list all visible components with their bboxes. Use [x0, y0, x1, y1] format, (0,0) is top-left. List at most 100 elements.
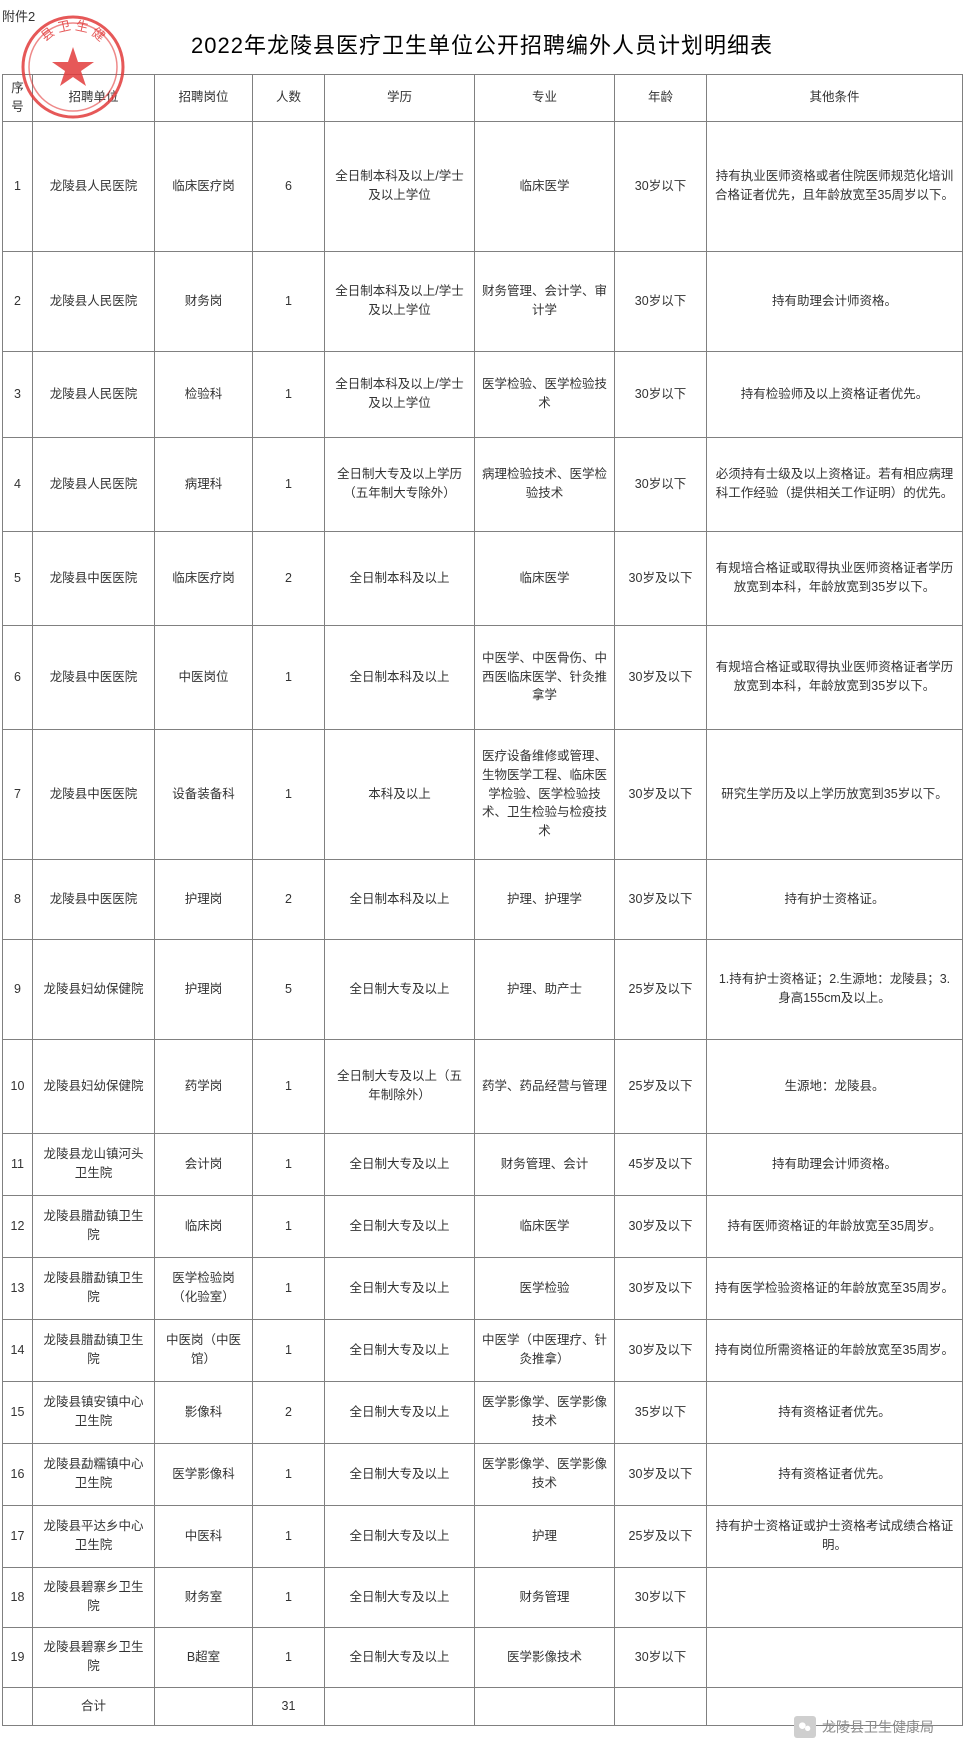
cell-idx: 6 — [3, 625, 33, 729]
cell-unit: 龙陵县人民医院 — [33, 437, 155, 531]
cell-num: 1 — [253, 729, 325, 859]
cell-age: 30岁以下 — [615, 251, 707, 351]
cell-unit: 龙陵县中医医院 — [33, 729, 155, 859]
cell-edu: 全日制大专及以上 — [325, 1505, 475, 1567]
col-header-num: 人数 — [253, 75, 325, 122]
cell-unit: 龙陵县中医医院 — [33, 625, 155, 729]
cell-age: 30岁以下 — [615, 437, 707, 531]
cell-other: 持有检验师及以上资格证者优先。 — [707, 351, 963, 437]
attachment-label: 附件2 — [2, 6, 35, 25]
cell-other: 持有医师资格证的年龄放宽至35周岁。 — [707, 1195, 963, 1257]
table-row: 3龙陵县人民医院检验科1全日制本科及以上/学士及以上学位医学检验、医学检验技术3… — [3, 351, 963, 437]
cell-edu: 全日制大专及以上 — [325, 1133, 475, 1195]
cell-post: 检验科 — [155, 351, 253, 437]
cell-post: 医学影像科 — [155, 1443, 253, 1505]
cell-other: 持有岗位所需资格证的年龄放宽至35周岁。 — [707, 1319, 963, 1381]
cell-edu: 全日制大专及以上 — [325, 1381, 475, 1443]
cell-num: 1 — [253, 1319, 325, 1381]
cell-num: 6 — [253, 121, 325, 251]
cell-edu: 全日制大专及以上（五年制除外） — [325, 1039, 475, 1133]
cell-idx: 15 — [3, 1381, 33, 1443]
cell-post: 护理岗 — [155, 859, 253, 939]
cell-age: 45岁及以下 — [615, 1133, 707, 1195]
table-row: 4龙陵县人民医院病理科1全日制大专及以上学历（五年制大专除外）病理检验技术、医学… — [3, 437, 963, 531]
cell-unit: 龙陵县腊勐镇卫生院 — [33, 1195, 155, 1257]
cell-num: 2 — [253, 1381, 325, 1443]
cell-edu: 全日制大专及以上 — [325, 1195, 475, 1257]
cell-post: 影像科 — [155, 1381, 253, 1443]
cell-major: 医学影像学、医学影像技术 — [475, 1443, 615, 1505]
cell-edu: 全日制大专及以上 — [325, 1627, 475, 1687]
table-row: 5龙陵县中医医院临床医疗岗2全日制本科及以上临床医学30岁及以下有规培合格证或取… — [3, 531, 963, 625]
cell-age: 25岁及以下 — [615, 939, 707, 1039]
cell-idx: 2 — [3, 251, 33, 351]
footer-source-text: 龙陵县卫生健康局 — [822, 1717, 934, 1737]
page-title: 2022年龙陵县医疗卫生单位公开招聘编外人员计划明细表 — [0, 28, 964, 60]
cell-idx: 8 — [3, 859, 33, 939]
cell-other: 研究生学历及以上学历放宽到35岁以下。 — [707, 729, 963, 859]
cell-other: 持有资格证者优先。 — [707, 1443, 963, 1505]
cell-age: 30岁及以下 — [615, 1257, 707, 1319]
cell-idx: 5 — [3, 531, 33, 625]
table-row: 18龙陵县碧寨乡卫生院财务室1全日制大专及以上财务管理30岁以下 — [3, 1567, 963, 1627]
cell-num: 1 — [253, 251, 325, 351]
cell-unit: 龙陵县碧寨乡卫生院 — [33, 1627, 155, 1687]
cell-other: 1.持有护士资格证；2.生源地：龙陵县；3.身高155cm及以上。 — [707, 939, 963, 1039]
cell-age: 30岁及以下 — [615, 1319, 707, 1381]
cell-edu: 全日制本科及以上/学士及以上学位 — [325, 351, 475, 437]
cell-unit: 龙陵县腊勐镇卫生院 — [33, 1257, 155, 1319]
cell-age: 35岁以下 — [615, 1381, 707, 1443]
cell-major: 临床医学 — [475, 1195, 615, 1257]
cell-edu: 全日制本科及以上 — [325, 625, 475, 729]
cell-post: 会计岗 — [155, 1133, 253, 1195]
cell-major: 临床医学 — [475, 121, 615, 251]
cell-major: 医学检验、医学检验技术 — [475, 351, 615, 437]
cell-other: 生源地：龙陵县。 — [707, 1039, 963, 1133]
cell-edu: 全日制大专及以上 — [325, 939, 475, 1039]
cell-num: 2 — [253, 531, 325, 625]
cell-major: 临床医学 — [475, 531, 615, 625]
table-row: 13龙陵县腊勐镇卫生院医学检验岗（化验室）1全日制大专及以上医学检验30岁及以下… — [3, 1257, 963, 1319]
col-header-major: 专业 — [475, 75, 615, 122]
cell-major: 医学影像技术 — [475, 1627, 615, 1687]
cell-major: 医疗设备维修或管理、生物医学工程、临床医学检验、医学检验技术、卫生检验与检疫技术 — [475, 729, 615, 859]
table-row: 7龙陵县中医医院设备装备科1本科及以上医疗设备维修或管理、生物医学工程、临床医学… — [3, 729, 963, 859]
cell-other: 持有助理会计师资格。 — [707, 251, 963, 351]
total-empty — [615, 1687, 707, 1725]
table-row: 2龙陵县人民医院财务岗1全日制本科及以上/学士及以上学位财务管理、会计学、审计学… — [3, 251, 963, 351]
cell-edu: 全日制大专及以上 — [325, 1443, 475, 1505]
cell-major: 中医学（中医理疗、针灸推拿） — [475, 1319, 615, 1381]
table-row: 12龙陵县腊勐镇卫生院临床岗1全日制大专及以上临床医学30岁及以下持有医师资格证… — [3, 1195, 963, 1257]
total-empty — [325, 1687, 475, 1725]
cell-age: 30岁及以下 — [615, 859, 707, 939]
table-row: 14龙陵县腊勐镇卫生院中医岗（中医馆）1全日制大专及以上中医学（中医理疗、针灸推… — [3, 1319, 963, 1381]
cell-age: 30岁及以下 — [615, 729, 707, 859]
cell-num: 1 — [253, 1195, 325, 1257]
cell-post: 财务岗 — [155, 251, 253, 351]
cell-unit: 龙陵县妇幼保健院 — [33, 1039, 155, 1133]
cell-other — [707, 1627, 963, 1687]
cell-edu: 全日制大专及以上 — [325, 1567, 475, 1627]
cell-num: 1 — [253, 1567, 325, 1627]
cell-idx: 9 — [3, 939, 33, 1039]
recruitment-table: 序号 招聘单位 招聘岗位 人数 学历 专业 年龄 其他条件 1龙陵县人民医院临床… — [2, 74, 963, 1726]
cell-major: 医学影像学、医学影像技术 — [475, 1381, 615, 1443]
cell-post: 中医岗（中医馆） — [155, 1319, 253, 1381]
cell-unit: 龙陵县腊勐镇卫生院 — [33, 1319, 155, 1381]
cell-unit: 龙陵县碧寨乡卫生院 — [33, 1567, 155, 1627]
cell-unit: 龙陵县勐糯镇中心卫生院 — [33, 1443, 155, 1505]
cell-idx: 12 — [3, 1195, 33, 1257]
cell-unit: 龙陵县人民医院 — [33, 121, 155, 251]
total-empty — [475, 1687, 615, 1725]
cell-edu: 本科及以上 — [325, 729, 475, 859]
table-row: 19龙陵县碧寨乡卫生院B超室1全日制大专及以上医学影像技术30岁以下 — [3, 1627, 963, 1687]
cell-idx: 17 — [3, 1505, 33, 1567]
cell-age: 30岁及以下 — [615, 531, 707, 625]
col-header-post: 招聘岗位 — [155, 75, 253, 122]
cell-post: 临床医疗岗 — [155, 121, 253, 251]
cell-idx: 3 — [3, 351, 33, 437]
footer-source: 龙陵县卫生健康局 — [794, 1716, 934, 1738]
cell-post: 护理岗 — [155, 939, 253, 1039]
table-row: 11龙陵县龙山镇河头卫生院会计岗1全日制大专及以上财务管理、会计45岁及以下持有… — [3, 1133, 963, 1195]
cell-idx: 19 — [3, 1627, 33, 1687]
